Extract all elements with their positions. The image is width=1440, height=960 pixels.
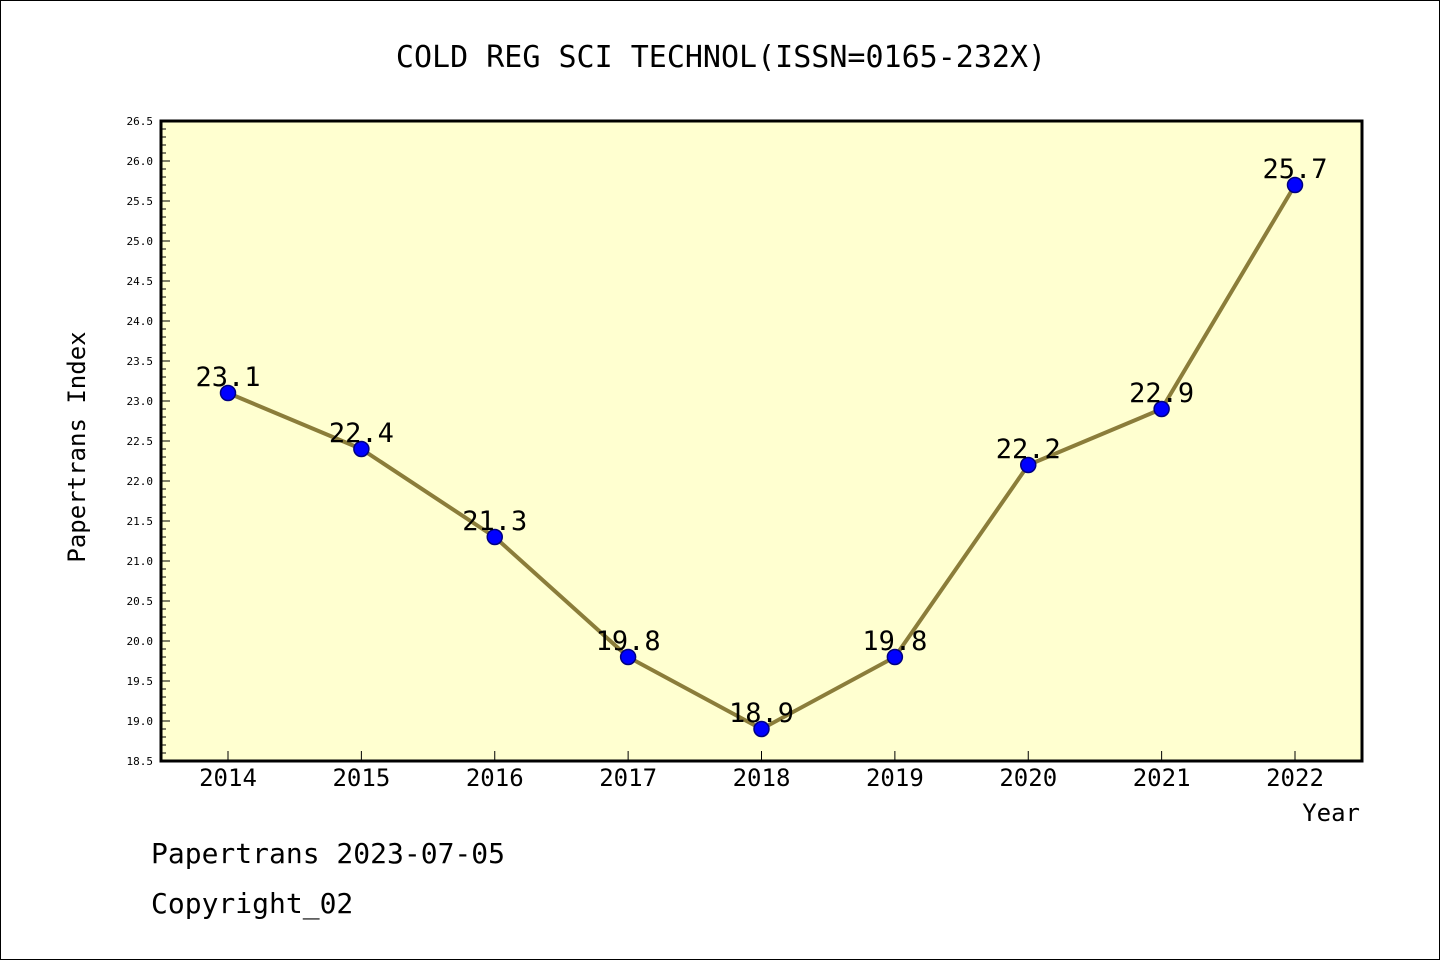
- x-tick-label: 2014: [199, 764, 257, 792]
- y-tick-label: 21.5: [127, 515, 154, 528]
- y-tick-label: 23.0: [127, 395, 154, 408]
- y-tick-label: 20.5: [127, 595, 154, 608]
- data-label: 19.8: [596, 626, 661, 657]
- y-tick-label: 21.0: [127, 555, 154, 568]
- data-label: 22.4: [329, 418, 394, 449]
- data-label: 23.1: [195, 362, 260, 393]
- data-point: [886, 648, 904, 666]
- data-label: 25.7: [1262, 154, 1327, 185]
- data-point: [353, 440, 370, 458]
- y-axis-tick-labels: 18.5 19.0 19.5 20.0 20.5 21.0 21.5 22.0 22.5 23.0…: [127, 115, 154, 768]
- x-tick-label: 2017: [599, 764, 657, 792]
- y-tick-label: 19.0: [127, 715, 154, 728]
- data-point: [1153, 400, 1170, 418]
- x-tick-label: 2021: [1133, 764, 1191, 792]
- data-point: [486, 528, 503, 546]
- data-label: 21.3: [462, 506, 527, 537]
- x-axis-ticks: [227, 751, 1296, 761]
- data-point: [619, 648, 637, 666]
- x-tick-label: 2018: [733, 764, 791, 792]
- x-tick-label: 2015: [332, 764, 390, 792]
- data-labels: 23.1 22.4 21.3 19.8 18.9 19.8 22.2 22.9 25.7: [195, 154, 1327, 729]
- footer-date: Papertrans 2023-07-05: [151, 837, 506, 870]
- y-tick-label: 19.5: [127, 675, 154, 688]
- x-axis-label: Year: [1302, 799, 1360, 827]
- y-tick-label: 25.5: [127, 195, 154, 208]
- data-label: 22.2: [996, 434, 1061, 465]
- y-axis-ticks: [161, 120, 170, 762]
- x-tick-label: 2020: [999, 764, 1057, 792]
- x-tick-label: 2016: [466, 764, 524, 792]
- data-point: [1286, 176, 1304, 194]
- y-tick-label: 23.5: [127, 355, 154, 368]
- chart-title: COLD REG SCI TECHNOL(ISSN=0165-232X): [396, 40, 1046, 75]
- y-tick-label: 25.0: [127, 235, 154, 248]
- data-label: 18.9: [729, 698, 794, 729]
- data-label: 19.8: [862, 626, 927, 657]
- y-tick-label: 26.5: [127, 115, 154, 128]
- y-axis-label: Papertrans Index: [63, 331, 91, 562]
- x-tick-label: 2019: [866, 764, 924, 792]
- data-label: 22.9: [1129, 378, 1194, 409]
- x-axis-tick-labels: 2014 2015 2016 2017 2018 2019 2020 2021 2022: [199, 764, 1324, 792]
- y-tick-label: 20.0: [127, 635, 154, 648]
- data-point: [753, 720, 770, 738]
- y-tick-label: 24.5: [127, 275, 154, 288]
- y-tick-label: 22.5: [127, 435, 154, 448]
- y-tick-label: 26.0: [127, 155, 154, 168]
- x-tick-label: 2022: [1266, 764, 1324, 792]
- y-tick-label: 22.0: [127, 475, 154, 488]
- y-tick-label: 18.5: [127, 755, 154, 768]
- y-tick-label: 24.0: [127, 315, 154, 328]
- data-point: [1020, 456, 1037, 474]
- data-points: [219, 176, 1304, 738]
- footer-copyright: Copyright_02: [151, 887, 354, 920]
- data-point: [219, 384, 237, 402]
